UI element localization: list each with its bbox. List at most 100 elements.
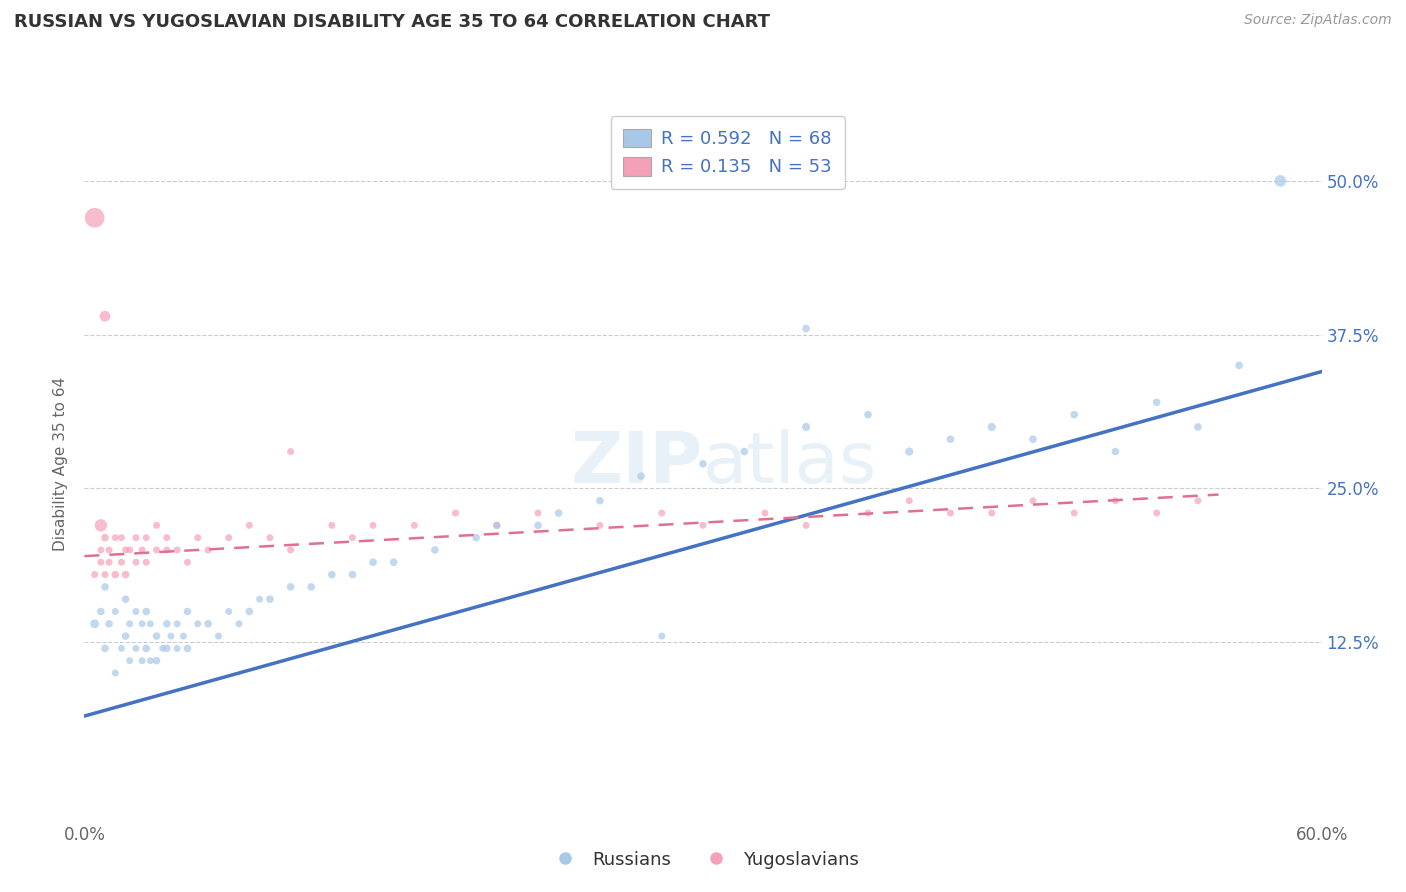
Point <box>939 432 962 446</box>
Point <box>259 531 281 545</box>
Point <box>156 641 179 656</box>
Point <box>118 543 141 558</box>
Point <box>692 518 714 533</box>
Point <box>125 531 148 545</box>
Point <box>527 518 550 533</box>
Point <box>856 408 879 422</box>
Point <box>630 469 652 483</box>
Point <box>98 555 121 569</box>
Point <box>342 531 364 545</box>
Point <box>651 506 673 520</box>
Text: RUSSIAN VS YUGOSLAVIAN DISABILITY AGE 35 TO 64 CORRELATION CHART: RUSSIAN VS YUGOSLAVIAN DISABILITY AGE 35… <box>14 13 770 31</box>
Legend: Russians, Yugoslavians: Russians, Yugoslavians <box>540 844 866 876</box>
Point <box>898 493 921 508</box>
Point <box>1146 395 1168 409</box>
Point <box>114 629 136 643</box>
Point <box>131 616 153 631</box>
Point <box>733 444 755 458</box>
Point <box>104 665 127 680</box>
Point <box>1104 493 1126 508</box>
Point <box>1187 493 1209 508</box>
Point <box>135 531 157 545</box>
Point <box>104 567 127 582</box>
Point <box>172 629 194 643</box>
Text: atlas: atlas <box>703 429 877 499</box>
Point <box>249 592 271 607</box>
Point <box>135 555 157 569</box>
Point <box>1104 444 1126 458</box>
Point <box>485 518 508 533</box>
Point <box>135 641 157 656</box>
Point <box>114 543 136 558</box>
Point <box>145 518 167 533</box>
Point <box>898 444 921 458</box>
Point <box>125 605 148 619</box>
Point <box>176 605 198 619</box>
Point <box>218 605 240 619</box>
Point <box>156 531 179 545</box>
Point <box>110 555 132 569</box>
Point <box>114 567 136 582</box>
Point <box>152 641 174 656</box>
Point <box>90 555 112 569</box>
Point <box>197 616 219 631</box>
Point <box>90 605 112 619</box>
Point <box>83 567 105 582</box>
Point <box>444 506 467 520</box>
Point <box>485 518 508 533</box>
Point <box>1270 174 1292 188</box>
Point <box>423 543 446 558</box>
Point <box>176 641 198 656</box>
Point <box>404 518 426 533</box>
Point <box>1227 359 1250 373</box>
Point <box>980 506 1002 520</box>
Point <box>83 211 105 225</box>
Y-axis label: Disability Age 35 to 64: Disability Age 35 to 64 <box>53 376 69 551</box>
Point <box>135 605 157 619</box>
Point <box>1022 432 1045 446</box>
Point <box>651 629 673 643</box>
Point <box>939 506 962 520</box>
Point <box>228 616 250 631</box>
Point <box>98 543 121 558</box>
Point <box>94 641 117 656</box>
Point <box>794 420 817 434</box>
Point <box>280 444 302 458</box>
Point <box>321 567 343 582</box>
Point <box>238 518 260 533</box>
Point <box>1187 420 1209 434</box>
Point <box>90 518 112 533</box>
Point <box>83 616 105 631</box>
Point <box>145 654 167 668</box>
Point <box>280 543 302 558</box>
Point <box>259 592 281 607</box>
Point <box>98 616 121 631</box>
Point <box>125 641 148 656</box>
Point <box>527 506 550 520</box>
Point <box>342 567 364 582</box>
Point <box>1063 408 1085 422</box>
Point <box>118 654 141 668</box>
Point <box>139 654 162 668</box>
Point <box>207 629 229 643</box>
Point <box>361 555 384 569</box>
Point <box>794 321 817 335</box>
Point <box>1063 506 1085 520</box>
Point <box>692 457 714 471</box>
Point <box>104 605 127 619</box>
Point <box>187 531 209 545</box>
Point <box>94 567 117 582</box>
Point <box>110 641 132 656</box>
Point <box>280 580 302 594</box>
Point <box>131 543 153 558</box>
Point <box>547 506 569 520</box>
Point <box>321 518 343 533</box>
Point <box>104 531 127 545</box>
Point <box>94 580 117 594</box>
Point <box>856 506 879 520</box>
Point <box>139 616 162 631</box>
Point <box>166 543 188 558</box>
Text: ZIP: ZIP <box>571 429 703 499</box>
Point <box>110 531 132 545</box>
Point <box>382 555 405 569</box>
